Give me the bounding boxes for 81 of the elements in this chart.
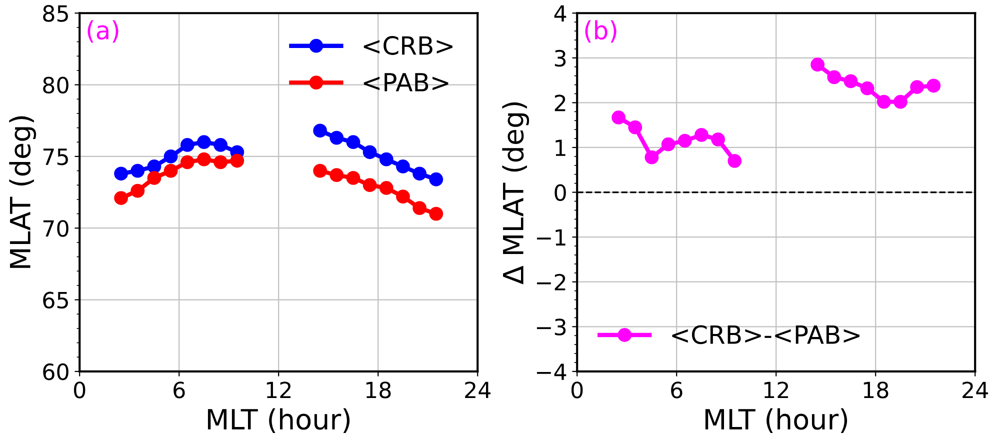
point (876, 94, 891, 109)
legend-label: <CRB>-<PAB> (672, 325, 860, 344)
y-tick-label: 4 (554, 5, 566, 22)
point (678, 134, 692, 148)
y-tick-label: 1 (556, 140, 566, 156)
point (164, 164, 178, 178)
x-tick-label: 0 (74, 382, 86, 398)
point (429, 172, 444, 186)
y-tick-label: 70 (43, 220, 68, 237)
y-axis-title: MLAT (deg) (9, 116, 36, 268)
point (694, 128, 708, 142)
point (612, 110, 626, 124)
point (412, 166, 427, 181)
point (362, 178, 377, 192)
point (230, 154, 244, 168)
x-tick-label: 12 (764, 382, 788, 398)
point (362, 145, 377, 160)
x-tick-label: 6 (174, 382, 185, 398)
y-tick-label: −2 (536, 274, 566, 290)
point (844, 74, 858, 88)
point (330, 130, 344, 145)
point (379, 181, 394, 195)
x-axis-title: MLT (hour) (705, 408, 848, 434)
y-axis-title: Δ MLAT (deg) (502, 102, 530, 284)
x-tick-label: 6 (671, 382, 682, 398)
point (147, 171, 162, 185)
point (147, 160, 162, 174)
y-tick-label: −3 (536, 318, 566, 336)
point (197, 135, 211, 150)
legend-label: <PAB> (364, 73, 448, 92)
point (711, 132, 726, 146)
point (180, 138, 194, 152)
point (396, 160, 410, 174)
x-tick-label: 0 (571, 382, 583, 398)
x-tick-label: 24 (962, 382, 988, 398)
point (114, 191, 128, 205)
point (346, 135, 360, 150)
point (313, 164, 328, 178)
point (926, 78, 941, 93)
point (379, 152, 394, 166)
y-tick-label: 85 (43, 5, 68, 22)
point (661, 137, 676, 152)
x-axis-title: MLT (hour) (208, 408, 350, 434)
point (860, 81, 874, 96)
point (180, 155, 194, 170)
point (197, 152, 211, 166)
point (429, 206, 444, 221)
point (728, 154, 742, 168)
x-tick-label: 18 (366, 382, 391, 398)
y-tick-label: 60 (43, 363, 68, 380)
point (412, 201, 427, 215)
point (628, 120, 642, 134)
point (313, 124, 328, 138)
point (810, 58, 825, 72)
y-tick-label: 3 (554, 50, 566, 67)
x-tick-label: 12 (266, 382, 291, 398)
point (894, 94, 908, 109)
point (214, 155, 228, 170)
point (827, 70, 842, 84)
y-tick-label: 80 (43, 76, 68, 94)
point (396, 190, 410, 204)
y-tick-label: 2 (554, 94, 566, 112)
x-tick-label: 18 (864, 382, 888, 398)
point (346, 171, 360, 185)
annotation: (b) (585, 20, 616, 43)
y-tick-label: 75 (43, 148, 68, 166)
y-tick-label: 65 (43, 292, 68, 309)
point (214, 138, 228, 152)
point (114, 166, 128, 181)
point (130, 184, 145, 198)
annotation: (a) (88, 20, 118, 43)
x-tick-label: 24 (465, 382, 490, 398)
y-tick-label: −4 (536, 364, 566, 380)
y-tick-label: −1 (536, 229, 566, 246)
legend-label: <CRB> (364, 36, 452, 55)
point (164, 150, 178, 164)
y-tick-label: 0 (554, 184, 566, 202)
point (130, 164, 145, 178)
point (644, 150, 659, 164)
point (330, 168, 344, 182)
point (910, 80, 924, 94)
